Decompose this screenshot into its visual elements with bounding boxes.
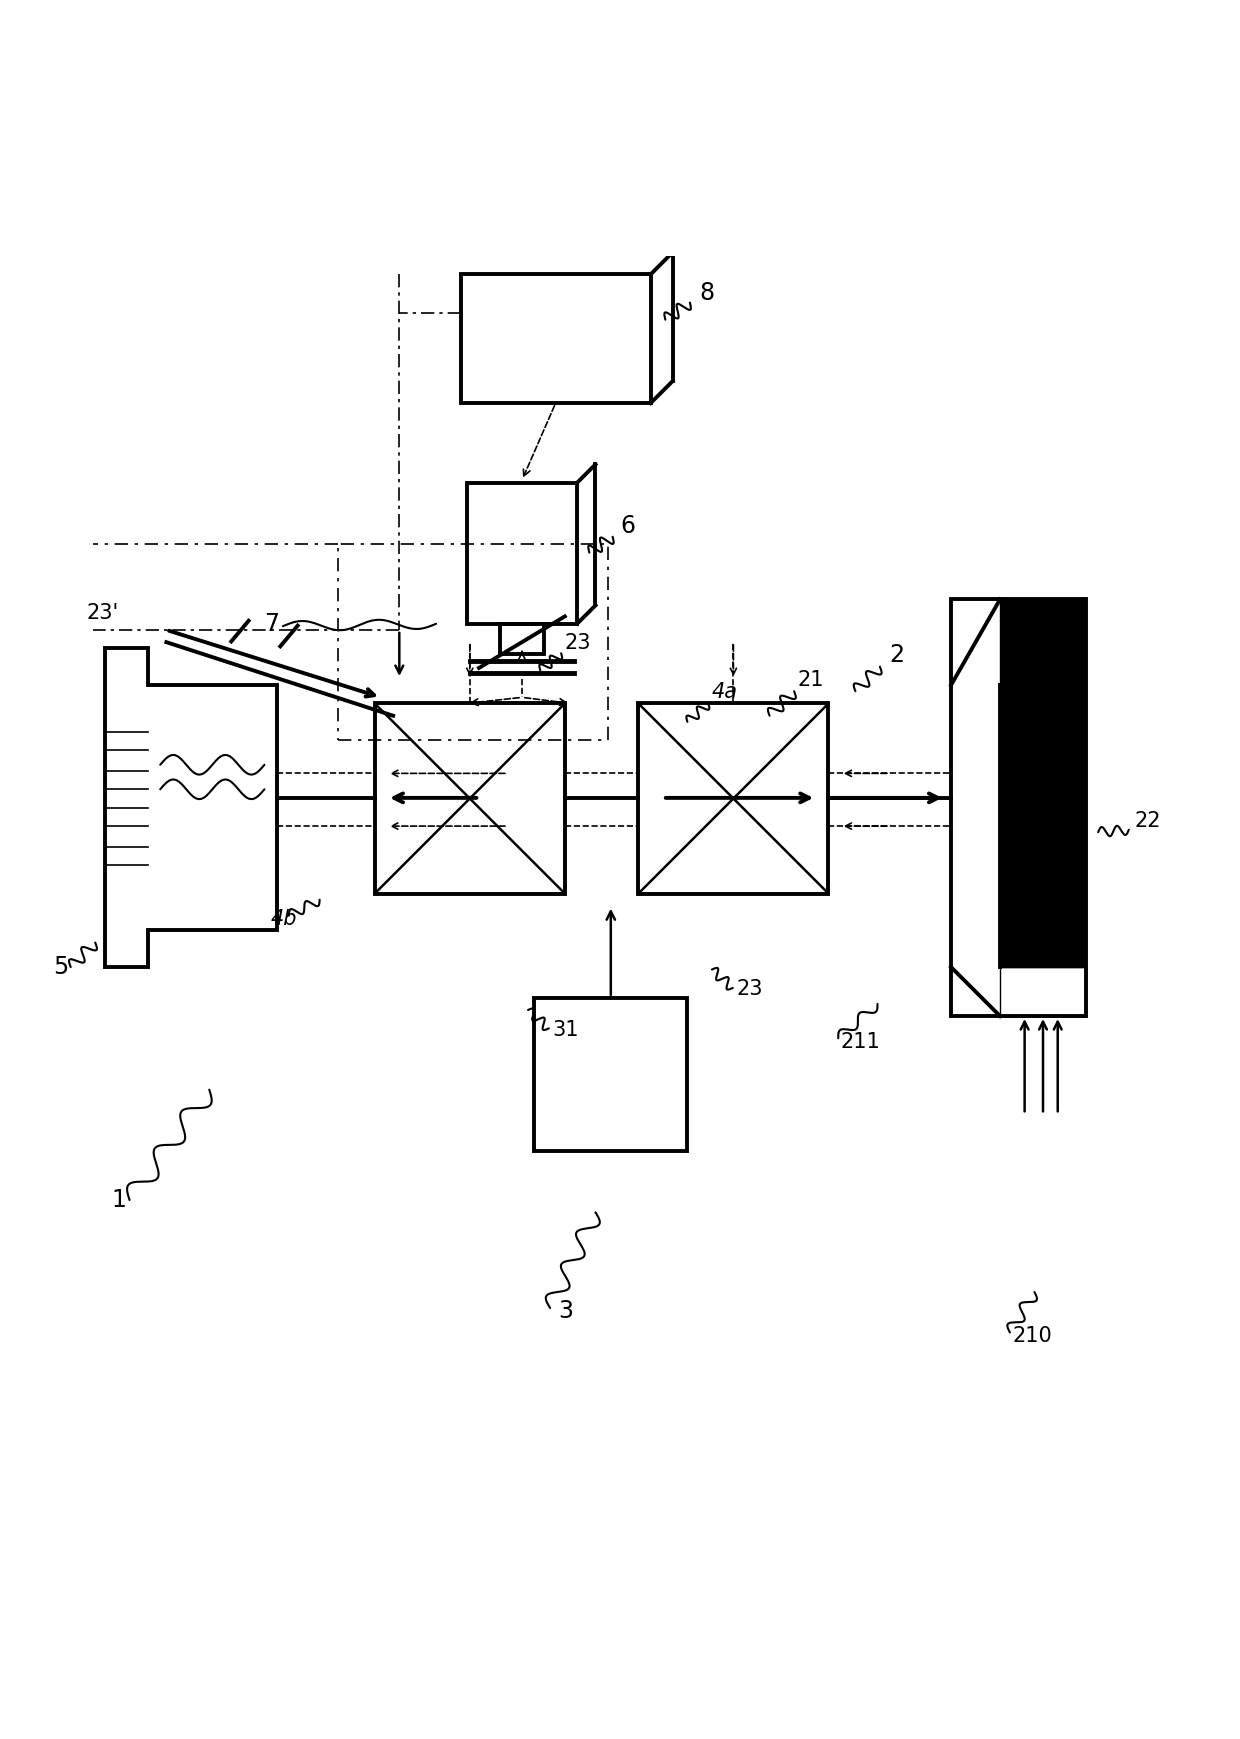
Text: 4b: 4b (270, 909, 298, 929)
Bar (466, 483, 577, 624)
Bar (460, 275, 651, 403)
Bar (534, 998, 687, 1151)
Text: 3: 3 (559, 1297, 574, 1322)
Bar (1001, 967, 1086, 1017)
Bar (1001, 600, 1086, 967)
Text: 6: 6 (620, 513, 635, 537)
Text: 31: 31 (553, 1019, 579, 1038)
Text: 22: 22 (1135, 810, 1162, 831)
Text: 23': 23' (87, 602, 119, 623)
Text: 4a: 4a (712, 682, 738, 703)
Bar (639, 704, 828, 894)
Text: 23: 23 (737, 979, 763, 998)
Text: 211: 211 (841, 1031, 880, 1050)
Bar (500, 624, 544, 656)
Text: 5: 5 (53, 955, 68, 979)
Text: 23: 23 (565, 633, 591, 652)
Text: 21: 21 (797, 670, 825, 690)
Bar (339, 544, 608, 741)
Text: 8: 8 (699, 280, 714, 304)
Text: 2: 2 (890, 642, 905, 666)
Text: 7: 7 (264, 612, 279, 635)
Bar (374, 704, 565, 894)
Text: 210: 210 (1012, 1325, 1052, 1346)
Text: 1: 1 (112, 1188, 126, 1212)
